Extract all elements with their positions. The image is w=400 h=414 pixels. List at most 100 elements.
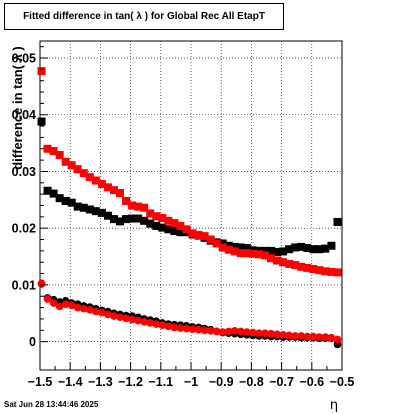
data-point xyxy=(261,329,269,337)
data-point xyxy=(92,307,100,316)
data-point xyxy=(152,212,161,221)
x-tick-label: −0.5 xyxy=(330,375,355,389)
data-point xyxy=(194,325,203,334)
data-point xyxy=(79,203,88,212)
data-point xyxy=(103,211,112,220)
data-point xyxy=(327,333,336,342)
data-point xyxy=(61,300,70,309)
data-point xyxy=(170,323,179,332)
data-point xyxy=(55,194,64,203)
data-point xyxy=(291,332,299,340)
data-point xyxy=(200,326,209,335)
y-tick-label: 0.01 xyxy=(12,278,36,292)
data-point xyxy=(291,243,300,252)
data-point xyxy=(73,303,82,312)
data-point xyxy=(37,279,46,288)
y-tick-label: 0.04 xyxy=(12,108,36,122)
data-point xyxy=(140,317,148,326)
data-point xyxy=(254,250,263,259)
data-point xyxy=(224,245,233,254)
data-point xyxy=(267,329,275,338)
data-point xyxy=(194,230,203,239)
data-point xyxy=(273,256,282,265)
data-point xyxy=(134,316,142,325)
data-point xyxy=(279,258,288,267)
data-point xyxy=(188,325,197,333)
data-point xyxy=(273,248,282,257)
y-tick-label: 0 xyxy=(29,335,36,349)
x-tick-label: −1.2 xyxy=(118,375,143,389)
data-point xyxy=(315,245,324,254)
data-point xyxy=(98,308,106,317)
data-point xyxy=(267,246,276,255)
data-point xyxy=(242,249,251,258)
data-point xyxy=(285,259,294,268)
data-point xyxy=(297,332,306,340)
data-point xyxy=(61,196,70,205)
x-tick-label: −1 xyxy=(184,375,198,389)
data-point xyxy=(37,67,46,76)
x-tick-label: −0.7 xyxy=(269,375,294,389)
data-point xyxy=(116,313,124,322)
data-point xyxy=(146,319,155,327)
x-tick-label: −1.5 xyxy=(28,375,53,389)
y-tick-label: 0.02 xyxy=(12,222,36,236)
data-point xyxy=(309,332,318,341)
data-point xyxy=(249,328,257,337)
data-point xyxy=(140,203,149,212)
data-point xyxy=(309,245,318,254)
data-point xyxy=(182,225,191,234)
data-point xyxy=(297,242,306,251)
data-point xyxy=(146,209,155,218)
data-point xyxy=(206,327,215,335)
data-point xyxy=(43,295,52,303)
data-point xyxy=(255,329,263,337)
y-axis-label: difference in tan( λ ) xyxy=(10,46,25,170)
data-point xyxy=(279,247,288,256)
data-point xyxy=(152,221,161,230)
data-point xyxy=(109,186,118,195)
x-tick-label: −0.8 xyxy=(239,375,264,389)
data-point xyxy=(158,321,167,329)
data-point xyxy=(67,161,76,170)
data-point xyxy=(55,151,64,160)
data-point xyxy=(321,244,330,253)
data-point xyxy=(43,186,52,195)
data-point xyxy=(49,299,58,307)
x-tick-label: −1.4 xyxy=(58,375,83,389)
data-point xyxy=(79,304,88,313)
data-point xyxy=(128,214,137,223)
x-axis-label: η xyxy=(330,398,338,413)
data-point xyxy=(237,327,245,336)
data-point xyxy=(212,327,221,336)
data-point xyxy=(85,173,94,182)
data-point xyxy=(67,198,76,207)
data-point xyxy=(236,243,245,252)
data-point xyxy=(243,328,251,336)
data-point xyxy=(37,117,46,126)
data-point xyxy=(122,215,131,224)
data-point xyxy=(297,262,306,271)
data-point xyxy=(170,227,179,236)
axes: −1.5 −1.4 −1.3 −1.2 −1.1 −1 −0.9 −0.8 −0.7 −0.6 −0… xyxy=(12,46,355,389)
data-point xyxy=(140,216,149,225)
data-point xyxy=(97,179,106,188)
data-point xyxy=(230,327,239,335)
x-tick-label: −1.3 xyxy=(88,375,113,389)
data-point xyxy=(134,214,143,223)
data-point xyxy=(104,310,112,319)
data-point xyxy=(218,243,227,252)
data-point xyxy=(146,219,155,228)
data-point xyxy=(321,267,330,276)
data-point xyxy=(122,314,130,323)
data-point xyxy=(103,183,112,192)
data-point xyxy=(158,213,167,222)
data-point xyxy=(176,324,185,332)
data-point xyxy=(218,328,227,336)
data-point xyxy=(116,189,125,198)
data-point xyxy=(224,327,233,336)
data-point xyxy=(291,261,300,270)
data-point xyxy=(128,315,136,324)
data-point xyxy=(55,302,64,311)
